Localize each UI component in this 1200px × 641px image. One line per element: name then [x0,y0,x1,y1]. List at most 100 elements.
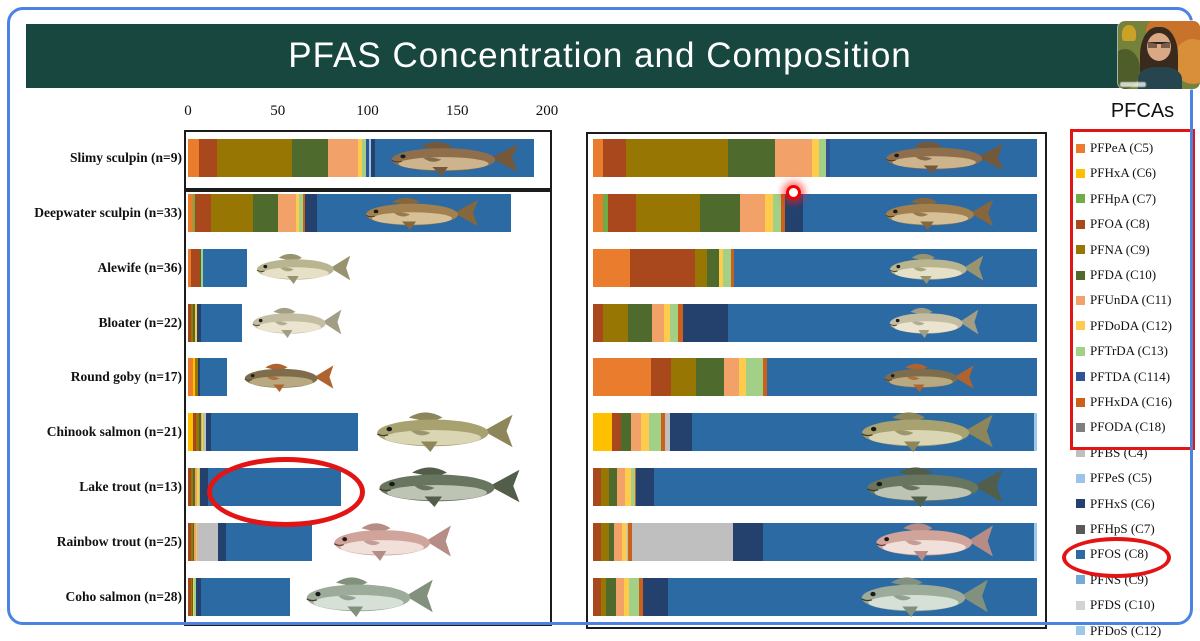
segment-PFDoDA [640,413,649,452]
legend-item-PFTrDA: PFTrDA (C13) [1076,341,1168,361]
segment-PFOA [611,413,622,452]
segment-PFDA [193,303,196,342]
left-chart-main-frame [184,190,552,626]
segment-PFUnDA [194,522,197,561]
segment-PFDA [608,468,617,507]
segment-PFTrDA [628,577,639,616]
fish-chinook-salmon-image [370,410,515,452]
legend-swatch-PFTDA [1076,372,1085,382]
segment-PFPeA [188,358,194,397]
segment-PFUnDA [277,193,296,232]
legend-swatch-PFDoDA [1076,321,1085,331]
segment-PFDoDA [295,193,300,232]
segment-PFNA [600,577,607,616]
legend-label-PFOA: PFOA (C8) [1090,216,1150,232]
segment-PFOS [200,577,291,616]
segment-PFPeA [593,139,603,177]
fish-deepwater-sculpin-image [360,196,480,230]
legend-swatch-PFNA [1076,245,1085,255]
fish-alewife-image [885,252,985,284]
segment-PFHxDA [762,358,768,397]
segment-PFBS [204,413,206,452]
segment-PFDA [193,522,195,561]
legend-label-PFHpA: PFHpA (C7) [1090,190,1157,206]
segment-PFTrDA [299,193,303,232]
segment-PFHxDA [781,193,785,232]
segment-PFDoDA [196,468,199,507]
segment-PFNA [670,358,696,397]
segment-PFOS [225,522,312,561]
segment-PFTrDA [773,193,782,232]
bar-bloater-percent [593,303,1037,342]
legend-item-PFHxA: PFHxA (C6) [1076,163,1156,183]
segment-PFTrDA [722,248,731,287]
segment-PFHxDA [302,193,305,232]
segment-PFOA [188,522,191,561]
segment-PFTrDA [648,413,661,452]
segment-PFOS [727,303,1037,342]
segment-PFOA [195,193,212,232]
legend-item-PFDoS: PFDoS (C12) [1076,621,1161,641]
legend-item-PFPeA: PFPeA (C5) [1076,138,1153,158]
segment-PFDoDA [718,248,723,287]
segment-PFHxS [304,193,318,232]
row-label-chinook-salmon: Chinook salmon (n=21) [46,424,182,440]
segment-PFHxS [197,358,200,397]
row-label-slimy-sculpin: Slimy sculpin (n=9) [70,150,182,165]
segment-PFOA [629,248,695,287]
segment-PFHxS [196,303,201,342]
segment-PFTDA [826,139,831,177]
segment-PFUnDA [775,139,813,177]
segment-PFOA [193,413,197,452]
segment-PFNA [190,577,193,616]
segment-PFNA [190,522,194,561]
legend-item-PFNA: PFNA (C9) [1076,240,1150,260]
fish-bloater-image [885,306,980,338]
segment-PFHpA [602,193,608,232]
legend-item-PFHxDA: PFHxDA (C16) [1076,392,1172,412]
segment-PFPeS [369,139,371,177]
segment-PFDA [198,413,201,452]
segment-PFDA [706,248,719,287]
legend-swatch-PFHxS [1076,499,1085,509]
bar-alewife [188,248,248,287]
segment-PFOA [593,303,603,342]
segment-PFUnDA [652,303,665,342]
row-label-lake-trout: Lake trout (n=13) [79,479,182,495]
row-label-alewife: Alewife (n=36) [97,259,182,275]
legend-swatch-PFHxDA [1076,397,1085,407]
segment-PFDoDA [202,413,204,452]
segment-PFHxA [193,358,196,397]
segment-PFDoDA [621,522,627,561]
row-label-bloater: Bloater (n=22) [98,314,182,330]
segment-PFDoS [1033,413,1037,452]
legend-swatch-PFTrDA [1076,346,1085,356]
segment-PFUnDA [195,468,197,507]
segment-PFNA [602,303,628,342]
legend-item-PFODA: PFODA (C18) [1076,417,1166,437]
tree-background [1118,49,1140,89]
segment-PFOA [593,468,601,507]
x-axis-tick-label: 100 [356,103,379,119]
bar-chinook-salmon-percent [593,413,1037,452]
segment-PFTrDA [362,139,366,177]
segment-PFHxS [218,522,226,561]
segment-PFHxS [669,413,692,452]
segment-PFDA [193,468,196,507]
legend-swatch-PFOA [1076,219,1085,229]
legend-swatch-PFODA [1076,422,1085,432]
legend-item-PFDA: PFDA (C10) [1076,265,1156,285]
legend-swatch-PFDoS [1076,626,1085,636]
segment-PFHpA [193,193,196,232]
row-label-coho-salmon: Coho salmon (n=28) [65,588,182,604]
segment-PFNA [211,193,253,232]
segment-PFTrDA [194,577,197,616]
segment-PFHxA [188,413,194,452]
segment-PFPeA [188,193,194,232]
legend-item-PFOA: PFOA (C8) [1076,214,1150,234]
fish-coho-salmon-image [300,575,435,617]
segment-PFNA [625,139,728,177]
segment-PFNA [600,468,609,507]
laser-pointer-dot [786,185,801,200]
webcam-thumbnail[interactable] [1118,21,1200,89]
